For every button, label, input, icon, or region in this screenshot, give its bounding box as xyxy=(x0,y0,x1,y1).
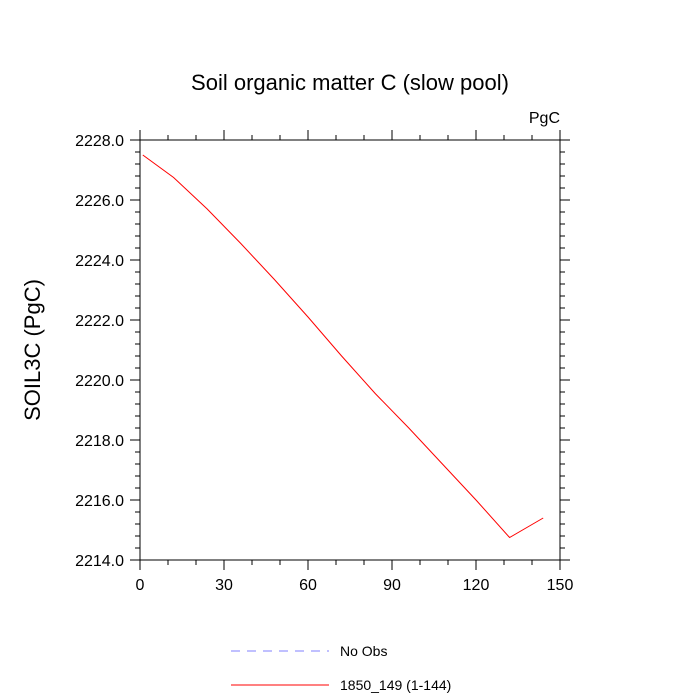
x-tick-label: 60 xyxy=(299,577,317,594)
legend-label-1: 1850_149 (1-144) xyxy=(340,677,451,693)
plot-frame xyxy=(139,139,561,561)
y-tick-label: 2226.0 xyxy=(75,193,124,210)
x-tick-label: 120 xyxy=(463,577,490,594)
series-layer xyxy=(142,154,544,539)
y-axis-label: SOIL3C (PgC) xyxy=(20,279,45,421)
y-tick-label: 2216.0 xyxy=(75,493,124,510)
y-tick-label: 2218.0 xyxy=(75,433,124,450)
x-tick-label: 0 xyxy=(136,577,145,594)
x-tick-label: 150 xyxy=(547,577,574,594)
chart-title: Soil organic matter C (slow pool) xyxy=(191,70,509,95)
x-tick-label: 30 xyxy=(215,577,233,594)
y-tick-label: 2224.0 xyxy=(75,253,124,270)
x-tick-label: 90 xyxy=(383,577,401,594)
y-tick-label: 2214.0 xyxy=(75,553,124,570)
y-tick-label: 2222.0 xyxy=(75,313,124,330)
legend: No Obs 1850_149 (1-144) xyxy=(231,643,451,693)
series-line-1 xyxy=(142,154,544,539)
y-tick-label: 2220.0 xyxy=(75,373,124,390)
axis-ticks: 0 30 60 90 120 150 2214.0 2216.0 2218.0 2220.0 222… xyxy=(75,130,573,594)
units-label: PgC xyxy=(529,110,560,127)
legend-label-0: No Obs xyxy=(340,643,387,659)
y-tick-label: 2228.0 xyxy=(75,133,124,150)
